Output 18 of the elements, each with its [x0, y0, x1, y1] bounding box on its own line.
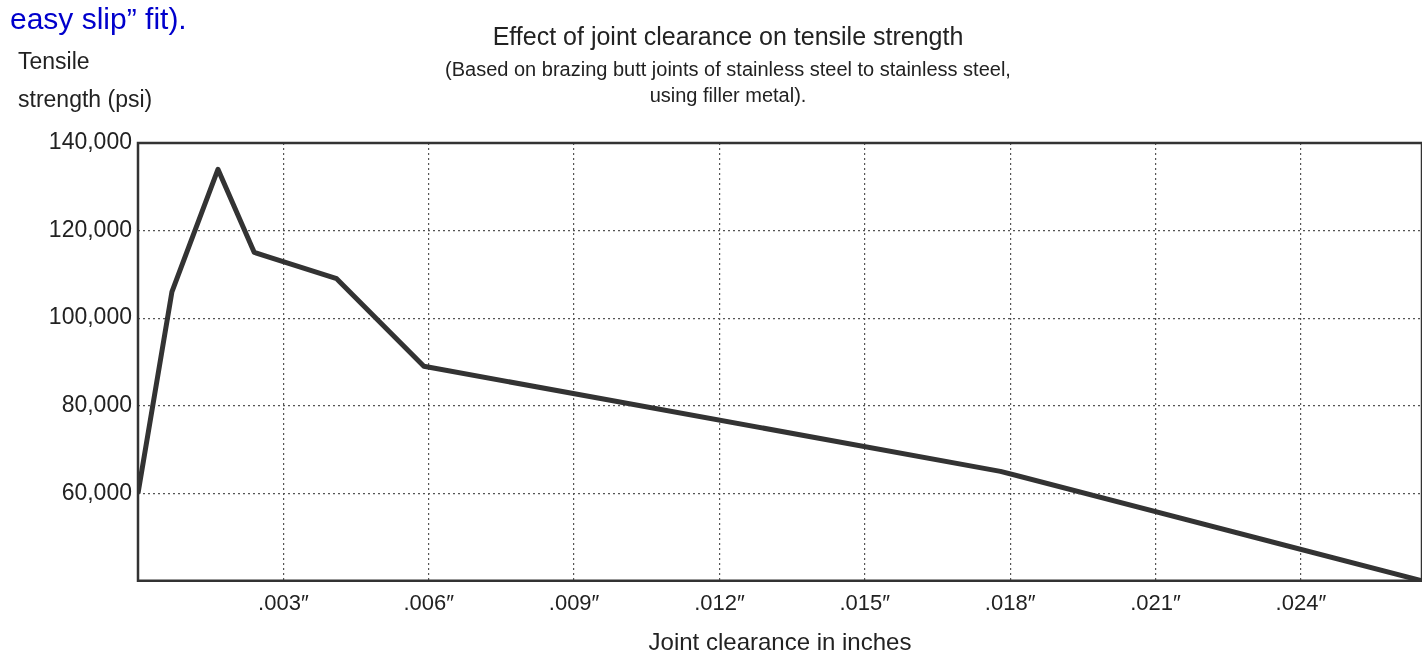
y-tick-label: 140,000 [48, 128, 132, 155]
y-tick-label: 100,000 [48, 303, 132, 330]
x-tick-label: .015″ [839, 590, 891, 616]
y-tick-label: 80,000 [61, 391, 132, 418]
y-tick-label: 120,000 [48, 215, 132, 242]
y-axis-title: Tensile strength (psi) [18, 47, 154, 114]
chart-subtitle: (Based on brazing butt joints of stainless steel to stainless steel, using filler metal). [444, 57, 1012, 108]
x-tick-label: .006″ [403, 590, 455, 616]
x-tick-label: .003″ [258, 590, 309, 616]
x-tick-label: .012″ [694, 590, 745, 616]
x-tick-label: .009″ [548, 590, 600, 616]
chart-title: Effect of joint clearance on tensile strength [491, 22, 965, 51]
x-tick-label: .021″ [1130, 590, 1182, 616]
y-tick-label: 60,000 [61, 478, 132, 505]
text: easy slip” fit). [10, 2, 187, 36]
x-tick-label: .018″ [984, 590, 1036, 616]
x-tick-label: .024″ [1275, 590, 1327, 616]
x-axis-title: Joint clearance in inches [648, 628, 912, 656]
